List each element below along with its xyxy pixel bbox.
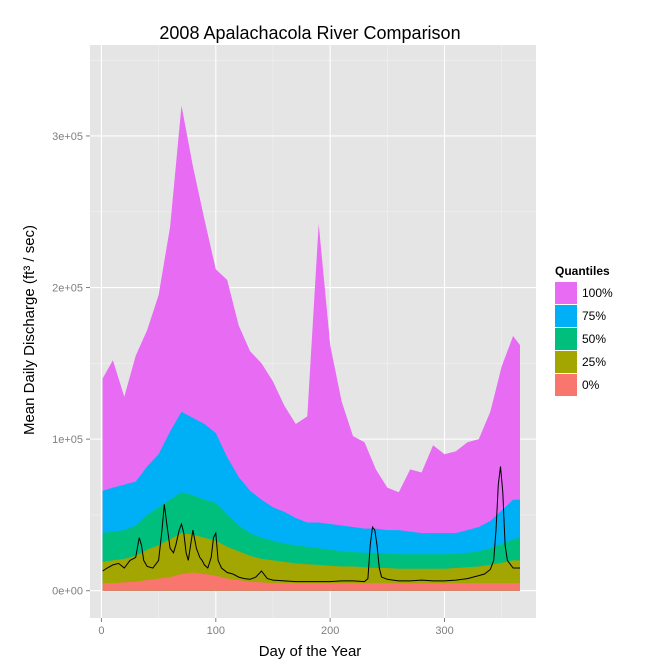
- x-axis-label: Day of the Year: [259, 643, 362, 660]
- y-axis-label: Mean Daily Discharge (ft³ / sec): [21, 225, 38, 435]
- legend-swatch: [555, 282, 577, 304]
- x-tick-label: 0: [98, 625, 104, 637]
- x-tick-label: 300: [435, 625, 453, 637]
- y-tick-label: 0e+00: [52, 586, 83, 598]
- observed-discharge-line: [102, 466, 520, 583]
- area-quantile-0: [102, 572, 520, 591]
- legend-label: 75%: [582, 309, 606, 323]
- legend-swatch: [555, 328, 577, 350]
- x-tick-label: 100: [207, 625, 225, 637]
- legend-label: 100%: [582, 286, 613, 300]
- legend-label: 0%: [582, 378, 600, 392]
- y-tick-label: 1e+05: [52, 434, 83, 446]
- legend-swatch: [555, 374, 577, 396]
- x-axis-ticks: 0 100 200 300: [98, 618, 454, 637]
- x-tick-label: 200: [321, 625, 339, 637]
- observed-line-layer: [102, 466, 520, 583]
- legend-label: 25%: [582, 355, 606, 369]
- y-axis-ticks: 0e+00 1e+05 2e+05 3e+05: [52, 131, 90, 598]
- legend-swatch: [555, 305, 577, 327]
- legend-title: Quantiles: [555, 264, 610, 278]
- y-tick-label: 2e+05: [52, 283, 83, 295]
- legend-swatch: [555, 351, 577, 373]
- legend-label: 50%: [582, 332, 606, 346]
- quantile-areas: [102, 105, 520, 591]
- chart-title: 2008 Apalachacola River Comparison: [159, 23, 460, 43]
- y-tick-label: 3e+05: [52, 131, 83, 143]
- legend: Quantiles 100% 75% 50% 25% 0%: [555, 264, 613, 396]
